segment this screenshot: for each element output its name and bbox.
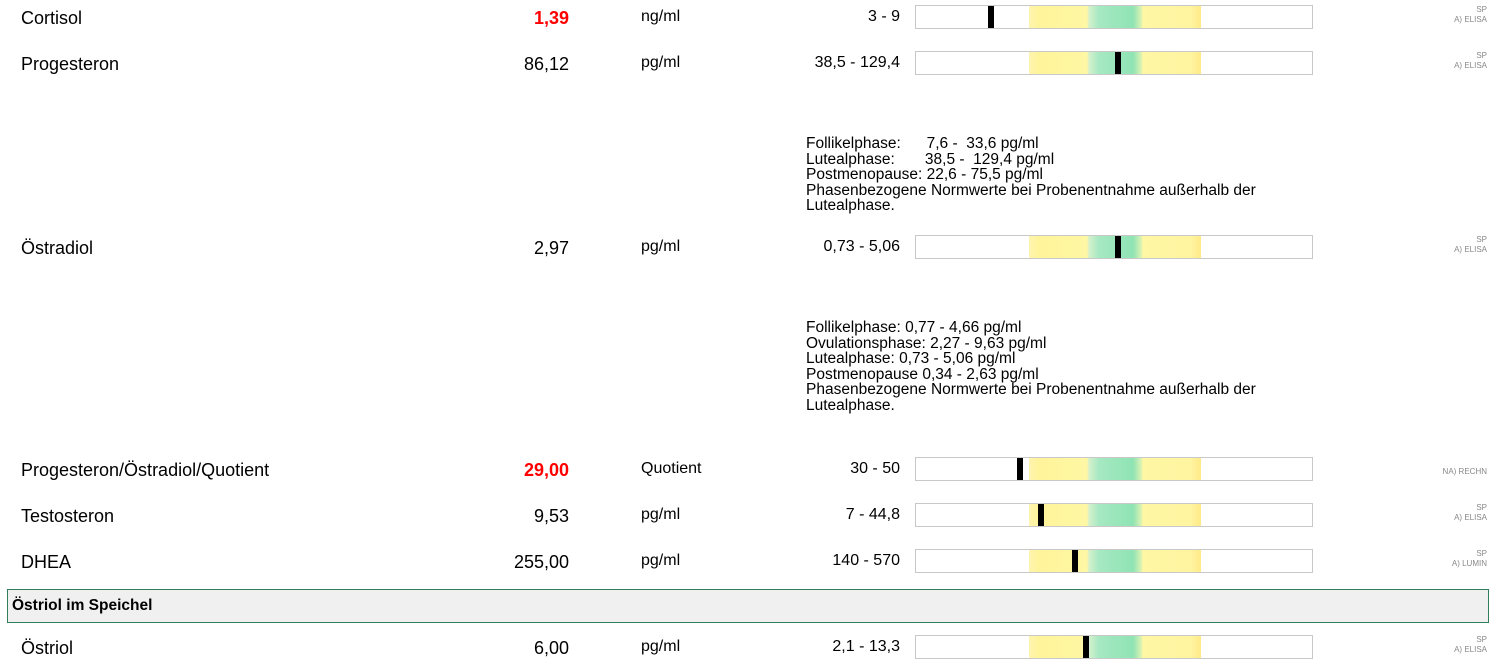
- section-title: Östriol im Speichel: [12, 597, 153, 614]
- note-line: Lutealphase.: [806, 396, 895, 414]
- range-bar: [915, 457, 1313, 481]
- reference-range: 0,73 - 5,06: [823, 238, 901, 255]
- reference-range: 7 - 44,8: [845, 506, 900, 523]
- note-line: Lutealphase: 0,73 - 5,06 pg/ml: [806, 350, 1016, 367]
- method-line-1: SP: [1476, 235, 1487, 244]
- method-line-2: A) ELISA: [1454, 245, 1487, 254]
- result-row-testosteron: Testosteron 9,53 pg/ml 7 - 44,8 SP A) ELI…: [0, 498, 1503, 534]
- result-name: Östriol: [21, 638, 74, 658]
- result-name: Testosteron: [21, 506, 115, 526]
- range-bar: [915, 51, 1313, 75]
- range-bar: [915, 503, 1313, 527]
- reference-range: 140 - 570: [832, 552, 900, 569]
- result-unit: ng/ml: [641, 8, 681, 25]
- method-label: SP A) LUMIN: [1452, 549, 1487, 569]
- value-marker: [1017, 458, 1024, 480]
- method-line-2: A) ELISA: [1454, 15, 1487, 24]
- range-bar: [915, 635, 1313, 659]
- progesteron-reference-note: Follikelphase: 7,6 - 33,6 pg/ml Lutealpha…: [806, 105, 1256, 229]
- note-line: Postmenopause: 22,6 - 75,5 pg/ml: [806, 166, 1043, 183]
- result-name: Progesteron: [21, 54, 120, 74]
- value-marker: [1038, 504, 1045, 526]
- reference-band: [1029, 550, 1201, 572]
- method-label: SP A) ELISA: [1454, 5, 1487, 25]
- method-label: SP A) ELISA: [1454, 503, 1487, 523]
- result-value: 6,00: [533, 638, 569, 658]
- reference-band: [1029, 236, 1201, 258]
- reference-band: [1029, 52, 1201, 74]
- method-line-2: NA) RECHN: [1442, 467, 1487, 476]
- reference-range: 38,5 - 129,4: [814, 54, 900, 71]
- result-name: Cortisol: [21, 8, 83, 28]
- result-value: 29,00: [523, 460, 569, 480]
- reference-band: [1029, 636, 1201, 658]
- value-marker: [1115, 236, 1122, 258]
- method-line-1: SP: [1476, 5, 1487, 14]
- result-unit: pg/ml: [641, 552, 681, 569]
- result-unit: pg/ml: [641, 506, 681, 523]
- result-name: DHEA: [21, 552, 72, 572]
- result-unit: pg/ml: [641, 638, 681, 655]
- note-line: Phasenbezogene Normwerte bei Probenentna…: [806, 181, 1256, 199]
- result-value: 9,53: [533, 506, 569, 526]
- note-line: Phasenbezogene Normwerte bei Probenentna…: [806, 381, 1256, 398]
- reference-band: [1029, 458, 1201, 480]
- result-row-quotient: Progesteron/Östradiol/Quotient 29,00 Quo…: [0, 452, 1503, 488]
- range-bar: [915, 5, 1313, 29]
- method-line-1: SP: [1476, 503, 1487, 512]
- result-unit: pg/ml: [641, 54, 681, 71]
- method-line-2: A) ELISA: [1454, 645, 1487, 654]
- note-line: Lutealphase: 38,5 - 129,4 pg/ml: [806, 150, 1055, 168]
- result-row-cortisol: Cortisol 1,39 ng/ml 3 - 9 SP A) ELISA: [0, 0, 1503, 36]
- reference-band: [1029, 6, 1201, 28]
- result-row-dhea: DHEA 255,00 pg/ml 140 - 570 SP A) LUMIN: [0, 544, 1503, 580]
- note-line: Follikelphase: 7,6 - 33,6 pg/ml: [806, 135, 1039, 152]
- note-line: Follikelphase: 0,77 - 4,66 pg/ml: [806, 319, 1022, 336]
- result-value: 255,00: [513, 552, 569, 572]
- result-row-oestradiol: Östradiol 2,97 pg/ml 0,73 - 5,06 SP A) EL…: [0, 230, 1503, 266]
- method-line-1: SP: [1476, 549, 1487, 558]
- range-bar: [915, 549, 1313, 573]
- value-marker: [1115, 52, 1122, 74]
- method-line-2: A) ELISA: [1454, 513, 1487, 522]
- oestradiol-reference-note: Follikelphase: 0,77 - 4,66 pg/ml Ovulatio…: [806, 289, 1256, 429]
- result-value: 2,97: [533, 238, 569, 258]
- note-line: Postmenopause 0,34 - 2,63 pg/ml: [806, 365, 1039, 383]
- note-line: Lutealphase.: [806, 197, 895, 214]
- value-marker: [1072, 550, 1079, 572]
- reference-range: 2,1 - 13,3: [832, 638, 900, 655]
- method-line-2: A) ELISA: [1454, 61, 1487, 70]
- section-header: Östriol im Speichel: [7, 589, 1489, 623]
- range-bar: [915, 235, 1313, 259]
- method-line-1: SP: [1476, 635, 1487, 644]
- result-value: 86,12: [523, 54, 569, 74]
- reference-range: 30 - 50: [850, 460, 900, 477]
- result-value: 1,39: [533, 8, 569, 28]
- result-row-progesteron: Progesteron 86,12 pg/ml 38,5 - 129,4 SP A…: [0, 46, 1503, 82]
- method-label: SP A) ELISA: [1454, 51, 1487, 71]
- result-name: Östradiol: [21, 238, 94, 258]
- method-line-1: SP: [1476, 51, 1487, 60]
- value-marker: [988, 6, 995, 28]
- note-line: Ovulationsphase: 2,27 - 9,63 pg/ml: [806, 334, 1047, 352]
- result-name: Progesteron/Östradiol/Quotient: [21, 460, 270, 480]
- result-row-oestriol: Östriol 6,00 pg/ml 2,1 - 13,3 SP A) ELISA: [0, 630, 1503, 666]
- result-unit: Quotient: [641, 460, 702, 477]
- method-line-2: A) LUMIN: [1451, 559, 1487, 568]
- method-label: NA) RECHN: [1443, 467, 1487, 477]
- method-label: SP A) ELISA: [1454, 235, 1487, 255]
- reference-band: [1029, 504, 1201, 526]
- reference-range: 3 - 9: [867, 8, 900, 25]
- method-label: SP A) ELISA: [1454, 635, 1487, 655]
- result-unit: pg/ml: [641, 238, 681, 255]
- value-marker: [1082, 636, 1089, 658]
